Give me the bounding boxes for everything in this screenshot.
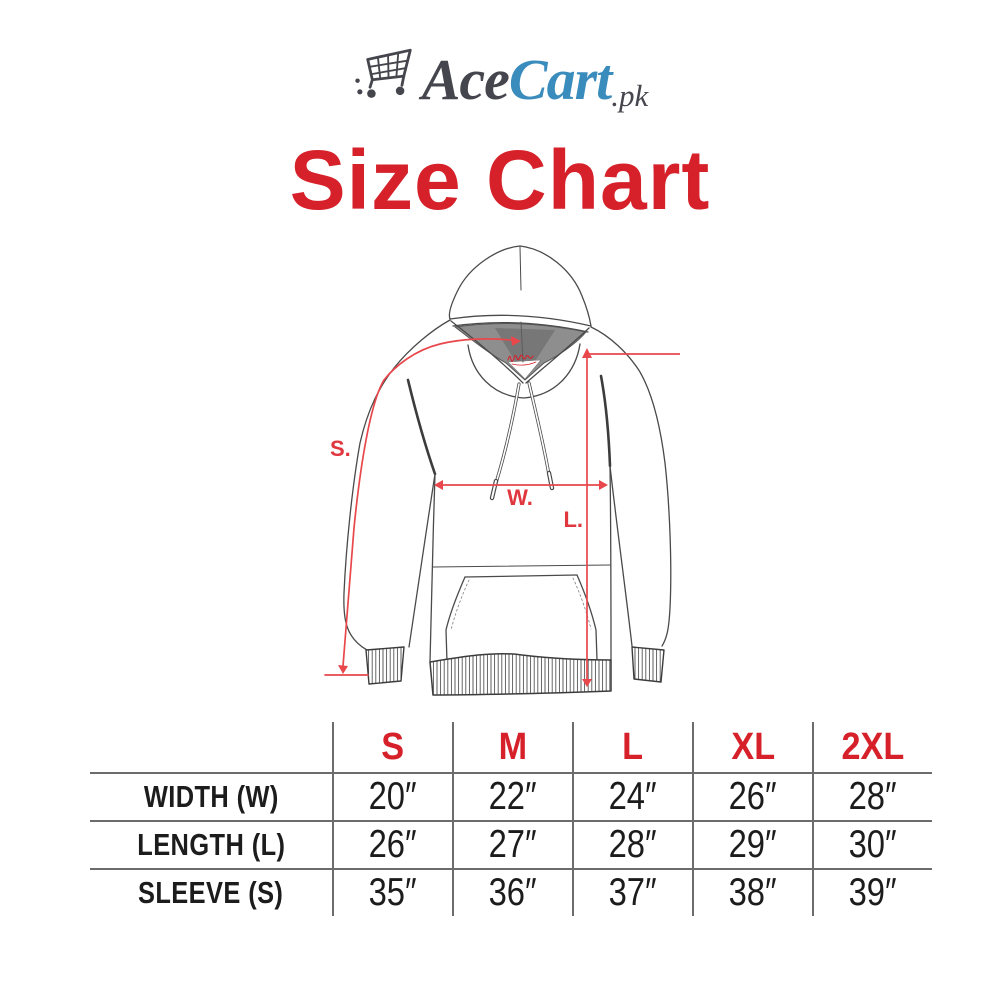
width-value-s: 20″ [332,772,452,820]
size-col-header-l: L [572,722,692,772]
row-label-sleeve: SLEEVE (S) [90,868,332,916]
brand-logo: Ace Cart .pk [0,40,1000,120]
sleeve-value-m: 36″ [452,868,572,916]
measurement-annotations [324,338,680,683]
sleeve-measure-label: S. [330,436,351,461]
brand-name-first: Ace [421,47,510,112]
row-label-length: LENGTH (L) [90,820,332,868]
sleeve-value-xl: 38″ [692,868,812,916]
size-table: S M L XL 2XL WIDTH (W) 20″ 22″ 24″ 26″ 2… [90,722,932,916]
length-value-xl: 29″ [692,820,812,868]
sleeve-value-2xl: 39″ [812,868,932,916]
script-brand-icon [507,354,537,366]
length-value-m: 27″ [452,820,572,868]
hoodie-measurement-diagram: S. W. L. [324,245,680,696]
sleeve-value-l: 37″ [572,868,692,916]
size-col-header-m: M [452,722,572,772]
width-value-m: 22″ [452,772,572,820]
width-value-xl: 26″ [692,772,812,820]
shopping-cart-icon [355,48,412,98]
row-label-width: WIDTH (W) [90,772,332,820]
length-value-l: 28″ [572,820,692,868]
measurement-arrowheads [338,336,608,687]
page-title: Size Chart [289,133,711,227]
length-measure-label: L. [563,507,583,532]
size-col-header-2xl: 2XL [812,722,932,772]
width-value-2xl: 28″ [812,772,932,820]
size-col-header-s: S [332,722,452,772]
width-measure-label: W. [507,485,533,510]
table-corner-cell [90,722,332,772]
width-value-l: 24″ [572,772,692,820]
length-value-s: 26″ [332,820,452,868]
brand-tld: .pk [611,78,649,113]
length-value-2xl: 30″ [812,820,932,868]
size-col-header-xl: XL [692,722,812,772]
hoodie-outline [343,245,672,696]
sleeve-value-s: 35″ [332,868,452,916]
brand-name-second: Cart [508,47,612,112]
